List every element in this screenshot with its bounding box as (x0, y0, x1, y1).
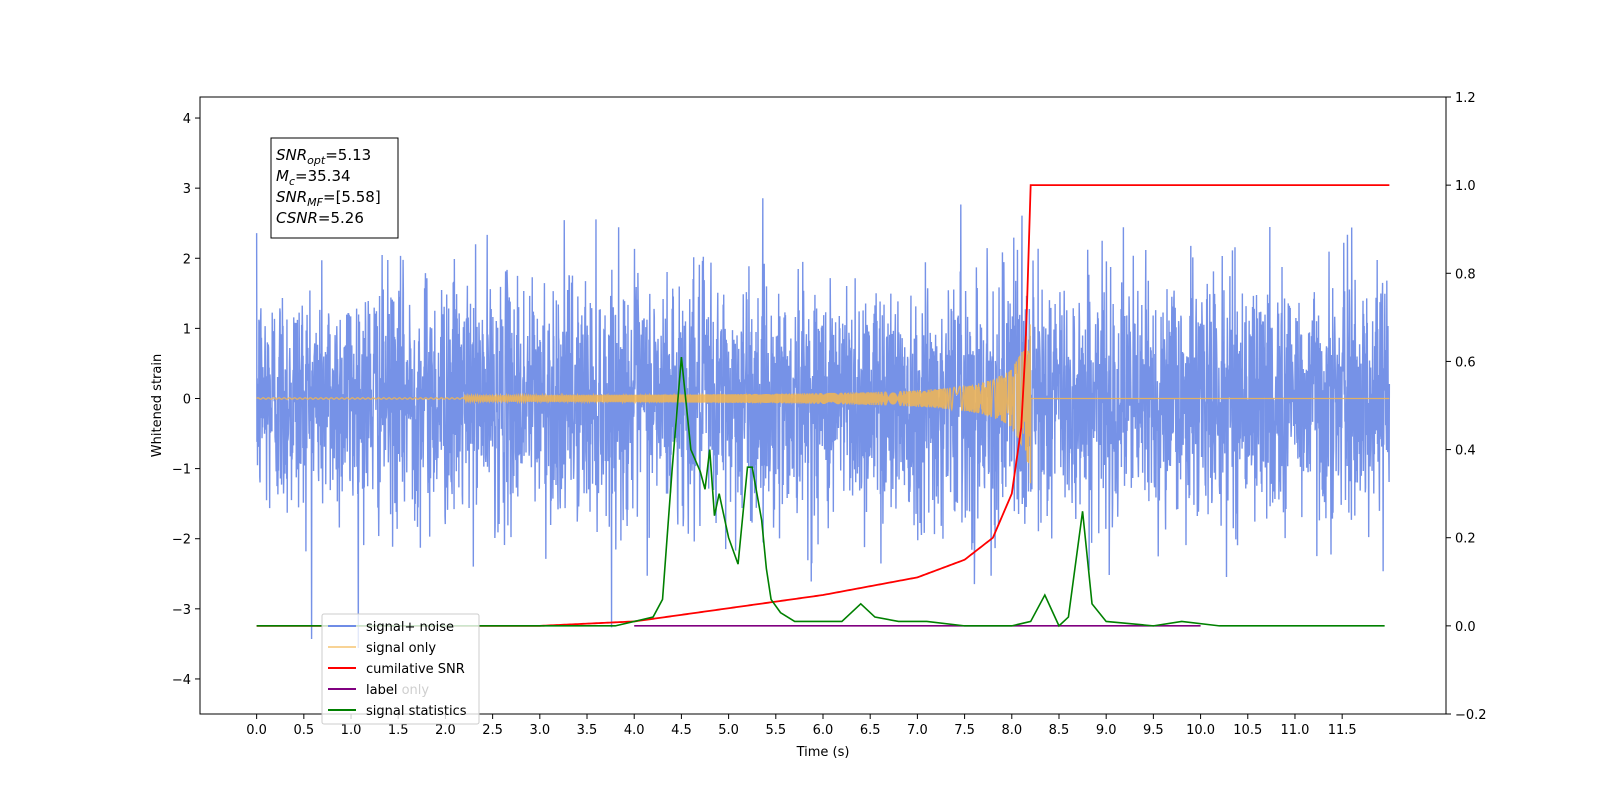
y-right-tick-label: 0.6 (1455, 355, 1476, 370)
y-right-tick-label: 0.0 (1455, 620, 1476, 635)
y-right-tick-label: 1.2 (1455, 91, 1476, 106)
legend-entry: signal+ noise (366, 620, 454, 635)
y-left-tick-label: 1 (183, 322, 191, 337)
x-tick-label: 0.5 (293, 723, 314, 738)
legend-entry: cumilative SNR (366, 662, 465, 677)
x-tick-label: 11.5 (1328, 723, 1357, 738)
x-tick-label: 9.0 (1096, 723, 1117, 738)
y-left-tick-label: 3 (183, 182, 191, 197)
series-signal-only (256, 324, 1390, 484)
y-right-tick-label: −0.2 (1455, 708, 1487, 723)
legend-entry: signal only (366, 641, 436, 656)
x-tick-label: 8.0 (1001, 723, 1022, 738)
x-tick-label: 10.5 (1233, 723, 1262, 738)
x-tick-label: 6.5 (860, 723, 881, 738)
x-tick-label: 5.0 (718, 723, 739, 738)
y-left-tick-label: 4 (183, 112, 191, 127)
x-tick-label: 10.0 (1186, 723, 1215, 738)
y-left-tick-label: 2 (183, 252, 191, 267)
y-left-tick-label: 0 (183, 392, 191, 407)
x-tick-label: 2.0 (435, 723, 456, 738)
x-tick-label: 0.0 (246, 723, 267, 738)
y-right-tick-label: 0.4 (1455, 444, 1476, 459)
y-right-tick-label: 0.8 (1455, 267, 1476, 282)
x-tick-label: 6.0 (813, 723, 834, 738)
x-tick-label: 2.5 (482, 723, 503, 738)
annotation-line: SNRMF=[5.58] (276, 188, 381, 209)
y-right-tick-label: 1.0 (1455, 179, 1476, 194)
x-tick-label: 3.5 (577, 723, 598, 738)
series-signal-noise (255, 198, 1391, 648)
x-tick-label: 7.5 (954, 723, 975, 738)
y-left-tick-label: −3 (172, 603, 191, 618)
series-signal-statistics (256, 356, 1385, 628)
x-tick-label: 8.5 (1049, 723, 1070, 738)
x-tick-label: 9.5 (1143, 723, 1164, 738)
legend: signal+ noise signal only cumilative SNR la… (321, 613, 480, 725)
annotation-line: Mc=35.34 (276, 167, 351, 188)
x-tick-label: 4.0 (624, 723, 645, 738)
y-right-tick-label: 0.2 (1455, 532, 1476, 547)
x-axis-title: Time (s) (796, 745, 850, 760)
x-tick-label: 1.5 (388, 723, 409, 738)
annotation-line: CSNR=5.26 (276, 209, 364, 227)
y-left-tick-label: −2 (172, 533, 191, 548)
x-tick-label: 11.0 (1280, 723, 1309, 738)
x-tick-label: 5.5 (765, 723, 786, 738)
legend-ghost-label: label only (366, 683, 429, 698)
annotation-line: SNRopt=5.13 (276, 146, 371, 167)
x-tick-label: 1.0 (341, 723, 362, 738)
x-tick-label: 7.0 (907, 723, 928, 738)
y-axis-title: Whitened strain (150, 354, 165, 457)
legend-entry: signal statistics (366, 704, 467, 719)
y-left-tick-label: −1 (172, 463, 191, 478)
x-tick-label: 3.0 (529, 723, 550, 738)
legend-entry: label (366, 683, 397, 698)
y-left-tick-label: −4 (172, 673, 191, 688)
x-tick-label: 4.5 (671, 723, 692, 738)
